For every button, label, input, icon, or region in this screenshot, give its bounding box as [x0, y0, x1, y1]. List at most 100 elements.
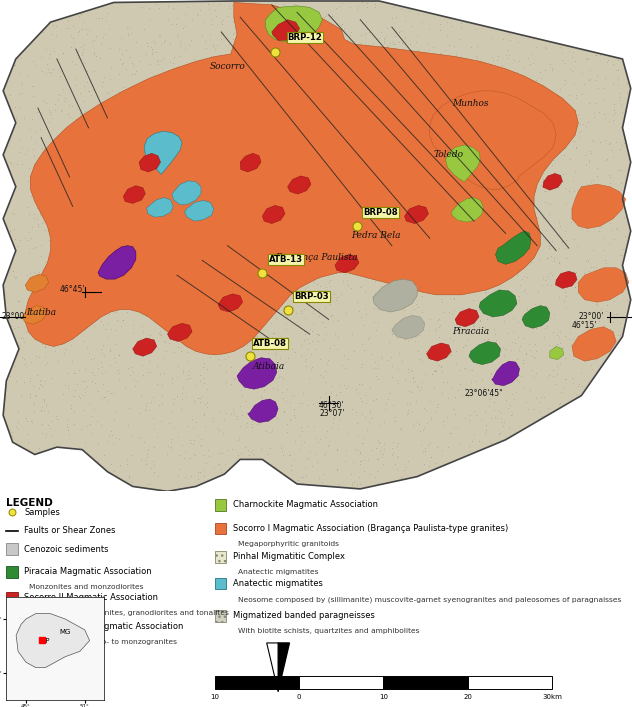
Point — [320, 11, 331, 22]
Point — [587, 279, 597, 291]
Point — [106, 253, 116, 264]
Point — [142, 478, 152, 489]
Point — [27, 184, 37, 195]
Point — [564, 185, 574, 197]
Point — [349, 105, 360, 117]
Point — [226, 74, 236, 86]
Point — [88, 126, 99, 137]
Point — [149, 301, 159, 312]
Bar — [6, 621, 18, 633]
Point — [599, 83, 609, 94]
Point — [396, 472, 406, 483]
Point — [351, 383, 362, 395]
Point — [351, 124, 361, 136]
Point — [140, 455, 150, 466]
Point — [296, 397, 307, 409]
Point — [63, 379, 73, 390]
Point — [459, 286, 470, 298]
Point — [454, 378, 465, 390]
Point — [177, 393, 187, 404]
Point — [507, 117, 518, 129]
Point — [299, 436, 309, 448]
Point — [25, 388, 35, 399]
Point — [313, 99, 324, 110]
Point — [616, 201, 626, 213]
Point — [88, 84, 98, 95]
Point — [603, 286, 613, 297]
Point — [425, 243, 435, 254]
Point — [472, 148, 482, 160]
Point — [15, 88, 25, 100]
Point — [569, 186, 579, 197]
Point — [214, 448, 224, 459]
Point — [463, 391, 473, 402]
Point — [40, 341, 50, 353]
Point — [101, 276, 111, 287]
Polygon shape — [123, 186, 145, 204]
Point — [64, 428, 74, 440]
Point — [202, 323, 212, 334]
Point — [161, 345, 171, 356]
Point — [616, 88, 626, 99]
Point — [187, 136, 197, 148]
Point — [501, 86, 511, 97]
Point — [339, 37, 349, 48]
Point — [120, 245, 130, 257]
Point — [76, 23, 87, 35]
Point — [234, 18, 245, 29]
Point — [97, 320, 107, 331]
Point — [128, 132, 138, 144]
Point — [499, 341, 509, 353]
Point — [360, 303, 370, 315]
Point — [186, 34, 197, 45]
Point — [351, 93, 361, 105]
Point — [289, 404, 299, 415]
Point — [532, 368, 542, 379]
Point — [114, 284, 125, 296]
Point — [609, 104, 619, 115]
Point — [236, 34, 246, 45]
Point — [391, 43, 401, 54]
Point — [405, 226, 415, 238]
Point — [528, 244, 538, 255]
Point — [501, 49, 511, 61]
Point — [336, 238, 346, 250]
Point — [150, 133, 160, 144]
Point — [123, 363, 133, 374]
Point — [162, 187, 172, 199]
Point — [229, 80, 240, 91]
Point — [508, 357, 518, 368]
Point — [73, 158, 83, 169]
Point — [214, 192, 224, 203]
Point — [338, 92, 348, 103]
Point — [391, 284, 401, 296]
Point — [221, 407, 231, 419]
Point — [124, 471, 134, 482]
Point — [445, 292, 455, 303]
Point — [437, 134, 447, 146]
Point — [217, 18, 228, 30]
Point — [327, 309, 337, 320]
Point — [226, 106, 236, 117]
Point — [445, 201, 455, 212]
Point — [386, 351, 396, 363]
Point — [402, 144, 412, 155]
Text: Piracaia Magmatic Association: Piracaia Magmatic Association — [24, 567, 152, 576]
Point — [198, 113, 209, 124]
Text: 46°15': 46°15' — [572, 321, 597, 329]
Point — [432, 52, 442, 64]
Point — [457, 193, 467, 204]
Point — [216, 16, 226, 28]
Point — [332, 131, 343, 142]
Point — [159, 52, 169, 64]
Point — [195, 396, 205, 407]
Point — [364, 76, 374, 87]
Point — [159, 368, 169, 379]
Point — [286, 307, 296, 318]
Point — [406, 90, 416, 101]
Point — [210, 5, 220, 16]
Point — [66, 164, 76, 175]
Point — [561, 373, 571, 385]
Point — [49, 176, 59, 187]
Point — [253, 45, 264, 56]
